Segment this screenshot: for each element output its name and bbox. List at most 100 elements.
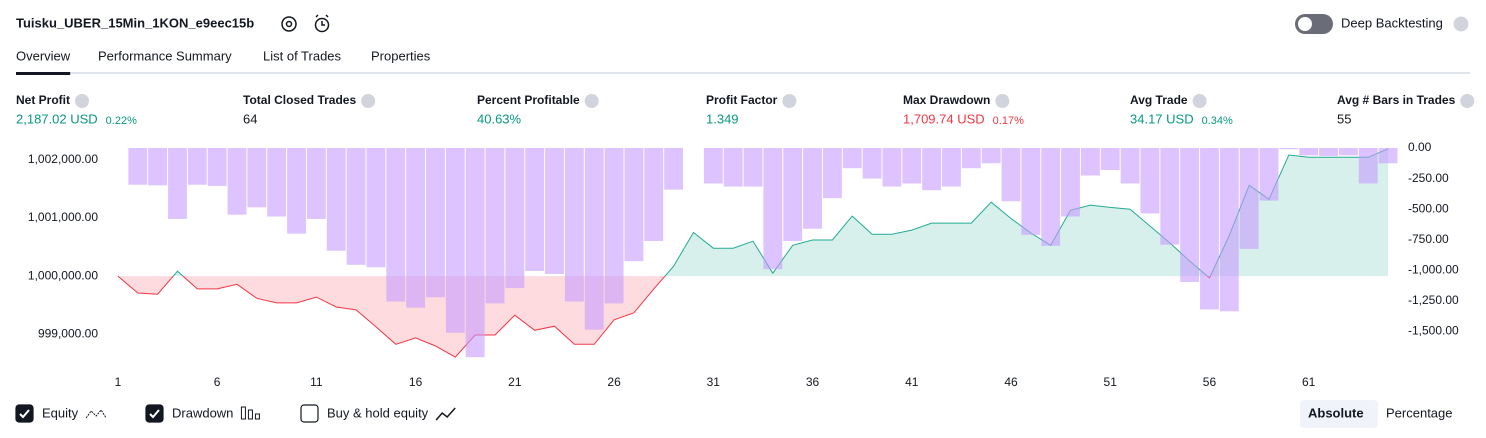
- mode-button[interactable]: Percentage: [1386, 405, 1453, 420]
- drawdown-bar: [1338, 148, 1358, 156]
- legend-icon: [85, 409, 107, 419]
- drawdown-bar: [922, 148, 942, 191]
- drawdown-bar: [664, 148, 684, 190]
- metric-value: 55: [1337, 111, 1351, 126]
- mode-button-bg[interactable]: [1300, 400, 1378, 428]
- x-tick-label: 21: [508, 375, 522, 389]
- y2-tick-label: -250.00: [1408, 171, 1449, 185]
- drawdown-bar: [1100, 148, 1120, 171]
- y-tick-label: 999,000.00: [38, 327, 98, 341]
- checkbox[interactable]: [300, 404, 319, 423]
- tab[interactable]: List of Trades: [263, 48, 342, 63]
- drawdown-bar: [564, 148, 584, 302]
- x-tick-label: 56: [1203, 375, 1217, 389]
- drawdown-bar: [1358, 148, 1378, 184]
- legend-label: Buy & hold equity: [327, 405, 429, 420]
- metric-label: Total Closed Trades: [243, 93, 356, 107]
- drawdown-bar: [1319, 148, 1338, 156]
- drawdown-bar: [267, 148, 287, 217]
- info-icon[interactable]: [361, 94, 376, 108]
- drawdown-bar: [1061, 148, 1080, 217]
- drawdown-bar: [644, 148, 664, 241]
- drawdown-bar: [505, 148, 525, 289]
- y2-tick-label: -1,000.00: [1408, 263, 1459, 277]
- y2-tick-label: 0.00: [1408, 140, 1432, 154]
- info-icon[interactable]: [75, 94, 89, 108]
- toggle-knob: [1298, 17, 1312, 31]
- checkbox[interactable]: [15, 404, 34, 423]
- info-icon[interactable]: [782, 94, 797, 108]
- y2-tick-label: -1,500.00: [1408, 324, 1459, 338]
- drawdown-bar: [1021, 148, 1041, 235]
- x-tick-label: 41: [905, 375, 919, 389]
- x-tick-label: 46: [1004, 375, 1018, 389]
- info-icon[interactable]: [584, 94, 599, 108]
- drawdown-bar: [1080, 148, 1100, 176]
- drawdown-bar: [703, 148, 723, 184]
- x-tick-label: 31: [707, 375, 721, 389]
- drawdown-bar: [981, 148, 1001, 164]
- drawdown-bar: [525, 148, 545, 271]
- y2-tick-label: -500.00: [1408, 201, 1449, 215]
- info-icon[interactable]: [995, 94, 1010, 108]
- drawdown-bar: [128, 148, 148, 185]
- metric-label: Avg Trade: [1130, 93, 1188, 107]
- drawdown-bar: [1140, 148, 1160, 214]
- tab[interactable]: Performance Summary: [98, 48, 232, 63]
- mode-button[interactable]: Absolute: [1308, 405, 1364, 420]
- drawdown-bar: [465, 148, 485, 358]
- metric-label: Percent Profitable: [477, 93, 580, 107]
- checkbox[interactable]: [145, 404, 164, 423]
- metrics: Net Profit 2,187.02 USD 0.22% Total Closed …: [16, 93, 1475, 127]
- info-icon[interactable]: [1192, 94, 1207, 108]
- settings-icon[interactable]: [281, 16, 297, 32]
- metric-value: 34.17 USD: [1130, 111, 1194, 126]
- tab[interactable]: Properties: [371, 48, 431, 63]
- info-icon[interactable]: [1460, 94, 1475, 108]
- x-tick-label: 51: [1104, 375, 1118, 389]
- drawdown-bar: [1180, 148, 1200, 282]
- x-tick-label: 1: [115, 375, 122, 389]
- y2-tick-label: -750.00: [1408, 232, 1449, 246]
- x-tick-label: 26: [607, 375, 621, 389]
- alert-icon[interactable]: [314, 14, 330, 33]
- y2-tick-label: -1,250.00: [1408, 293, 1459, 307]
- tabs: Overview Performance Summary List of Trade…: [16, 48, 431, 75]
- drawdown-bar: [1120, 148, 1140, 184]
- metric-value: 2,187.02 USD: [16, 111, 98, 126]
- drawdown-bar: [1219, 148, 1239, 312]
- drawdown-bar: [763, 148, 783, 270]
- drawdown-bar: [1299, 148, 1319, 156]
- checkmark: [149, 409, 160, 419]
- legend-icon: [240, 406, 260, 420]
- equity-line: [117, 148, 1389, 358]
- x-tick-label: 36: [806, 375, 820, 389]
- drawdown-bar: [1041, 148, 1061, 246]
- metric-value: 1,709.74 USD: [903, 111, 985, 126]
- drawdown-bar: [247, 148, 267, 208]
- drawdown-bar: [445, 148, 465, 333]
- y-tick-label: 1,001,000.00: [28, 210, 98, 224]
- legend-label: Drawdown: [172, 405, 233, 420]
- drawdown-bar: [723, 148, 743, 187]
- drawdown-bar: [1378, 148, 1398, 164]
- drawdown-bar: [386, 148, 406, 302]
- tab[interactable]: Overview: [16, 48, 71, 63]
- drawdown-bar: [783, 148, 803, 241]
- drawdown-bar: [545, 148, 564, 275]
- drawdown-bar: [1160, 148, 1180, 245]
- metric-label: Max Drawdown: [903, 93, 990, 107]
- drawdown-bar: [287, 148, 306, 234]
- active-tab-underline: [16, 72, 71, 75]
- drawdown-bar: [148, 148, 168, 186]
- metric-percent: 0.22%: [106, 115, 137, 127]
- metric-percent: 0.34%: [1202, 115, 1233, 127]
- metric-label: Avg # Bars in Trades: [1337, 93, 1456, 107]
- drawdown-bar: [862, 148, 882, 179]
- legend-label: Equity: [42, 405, 79, 420]
- drawdown-bar: [942, 148, 961, 187]
- help-icon[interactable]: [1453, 16, 1469, 32]
- drawdown-bar: [1239, 148, 1259, 249]
- drawdown-bar: [366, 148, 386, 268]
